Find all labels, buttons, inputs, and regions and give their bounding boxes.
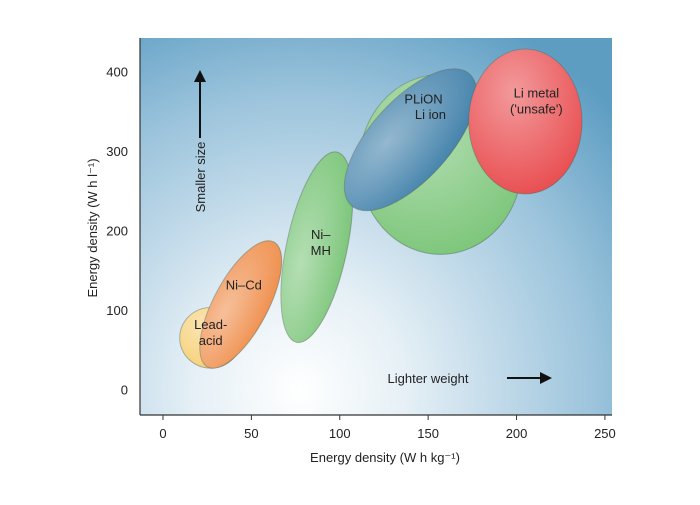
region-nicd (199, 240, 283, 369)
y-axis-label: Energy density (W h l⁻¹) (85, 158, 100, 297)
y-tick-label: 0 (121, 383, 128, 398)
region-label: MH (311, 243, 331, 258)
region-highlight (344, 68, 477, 211)
y-tick-label: 300 (106, 144, 128, 159)
region-limetalunsafe (468, 48, 583, 195)
x-tick-label: 200 (506, 426, 528, 441)
y-tick-label: 400 (106, 64, 128, 79)
region-label: Li metal (514, 86, 560, 101)
x-tick-label: 0 (159, 426, 166, 441)
region-highlight (468, 49, 582, 194)
y-tick-label: 200 (106, 223, 128, 238)
annotation-smaller-size: Smaller size (193, 142, 208, 213)
region-label: acid (199, 333, 223, 348)
region-label: Li ion (415, 107, 446, 122)
x-tick-label: 250 (594, 426, 616, 441)
region-highlight (280, 151, 353, 343)
arrowhead-right-icon (540, 372, 552, 384)
annotation-lighter-weight: Lighter weight (388, 371, 469, 386)
x-tick-label: 50 (244, 426, 258, 441)
region-label: Ni– (311, 227, 331, 242)
x-axis-label: Energy density (W h kg⁻¹) (310, 450, 460, 465)
region-label: ('unsafe') (510, 102, 563, 117)
region-label: PLiON (404, 91, 442, 106)
region-highlight (199, 240, 282, 369)
region-label: Lead- (194, 317, 227, 332)
arrowhead-up-icon (194, 70, 206, 82)
region-label: Ni–Cd (226, 277, 262, 292)
x-tick-label: 100 (329, 426, 351, 441)
region-nimh (280, 151, 354, 343)
y-tick-label: 100 (106, 303, 128, 318)
region-liion (343, 68, 478, 212)
x-tick-label: 150 (417, 426, 439, 441)
